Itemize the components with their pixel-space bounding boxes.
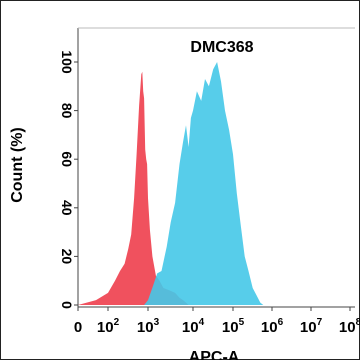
x-axis-label: APC-A [189,349,240,360]
x-tick-label: 107 [300,317,323,336]
x-tick-label: 108 [339,317,360,336]
x-tick-label: 103 [137,317,160,336]
x-tick-label: 0 [74,319,82,336]
x-tick-label: 102 [97,317,120,336]
y-tick-label: 80 [59,103,75,119]
y-tick-label: 40 [59,200,75,216]
chart-title: DMC368 [190,39,253,56]
y-axis-label: Count (%) [9,127,26,203]
series-area-1 [78,71,189,305]
y-tick-label: 100 [59,50,75,74]
series-area-2 [144,62,264,305]
x-tick-label: 104 [182,317,205,336]
y-tick-label: 20 [59,249,75,265]
x-tick-label: 105 [222,317,245,336]
y-tick-label: 60 [59,151,75,167]
x-tick-label: 106 [261,317,284,336]
y-tick-label: 0 [59,301,75,309]
